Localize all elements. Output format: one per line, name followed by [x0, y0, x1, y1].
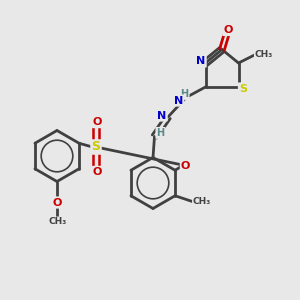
- Text: N: N: [196, 56, 206, 67]
- Text: CH₃: CH₃: [193, 197, 211, 206]
- Text: S: S: [92, 140, 100, 154]
- Text: N: N: [174, 95, 183, 106]
- Text: H: H: [156, 128, 165, 138]
- Text: CH₃: CH₃: [49, 218, 67, 226]
- Text: O: O: [93, 167, 102, 177]
- Text: O: O: [223, 25, 233, 35]
- Text: N: N: [158, 110, 166, 121]
- Text: O: O: [93, 117, 102, 127]
- Text: S: S: [239, 83, 247, 94]
- Text: O: O: [52, 197, 62, 208]
- Text: CH₃: CH₃: [255, 50, 273, 58]
- Text: H: H: [180, 89, 189, 99]
- Text: O: O: [181, 161, 190, 171]
